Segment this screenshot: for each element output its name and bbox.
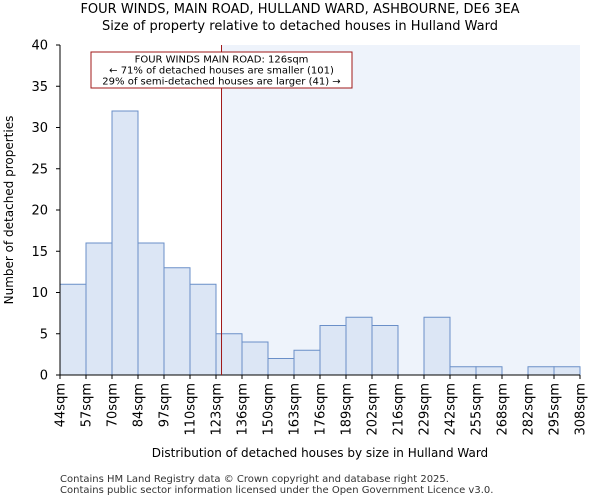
x-tick-label: 70sqm bbox=[106, 383, 121, 427]
chart-title-line1: FOUR WINDS, MAIN ROAD, HULLAND WARD, ASH… bbox=[80, 2, 520, 17]
x-tick-label: 123sqm bbox=[210, 383, 225, 436]
annotation-text-line3: 29% of semi-detached houses are larger (… bbox=[102, 77, 340, 88]
x-tick-label: 242sqm bbox=[444, 383, 459, 436]
y-tick-label: 5 bbox=[40, 327, 48, 342]
x-tick-label: 255sqm bbox=[470, 383, 485, 436]
x-tick-label: 268sqm bbox=[496, 383, 511, 436]
bar bbox=[527, 366, 555, 376]
y-tick-label: 10 bbox=[31, 286, 48, 301]
x-tick-label: 216sqm bbox=[392, 383, 407, 436]
x-tick-label: 295sqm bbox=[548, 383, 563, 436]
annotation-text-line1: FOUR WINDS MAIN ROAD: 126sqm bbox=[135, 55, 309, 66]
bar bbox=[111, 110, 139, 376]
y-tick-label: 40 bbox=[31, 39, 48, 54]
x-tick-label: 44sqm bbox=[54, 383, 69, 427]
y-tick-label: 20 bbox=[31, 204, 48, 219]
x-tick-label: 282sqm bbox=[522, 383, 537, 436]
y-tick-label: 15 bbox=[31, 245, 48, 260]
x-tick-label: 110sqm bbox=[184, 383, 199, 436]
x-tick-label: 229sqm bbox=[418, 383, 433, 436]
annotation-text-line2: ← 71% of detached houses are smaller (10… bbox=[109, 66, 334, 77]
bar bbox=[189, 283, 217, 376]
x-tick-label: 202sqm bbox=[366, 383, 381, 436]
bar bbox=[319, 325, 347, 376]
bar bbox=[449, 366, 477, 376]
bar bbox=[241, 341, 269, 376]
x-tick-label: 97sqm bbox=[158, 383, 173, 427]
y-tick-label: 0 bbox=[40, 369, 48, 384]
bar bbox=[59, 283, 87, 376]
x-tick-label: 150sqm bbox=[262, 383, 277, 436]
x-tick-label: 308sqm bbox=[574, 383, 589, 436]
x-tick-label: 136sqm bbox=[236, 383, 251, 436]
x-tick-label: 84sqm bbox=[132, 383, 147, 427]
x-tick-label: 163sqm bbox=[288, 383, 303, 436]
x-tick-label: 57sqm bbox=[80, 383, 95, 427]
footer-licence: Contains public sector information licen… bbox=[60, 485, 494, 496]
bar bbox=[345, 316, 373, 376]
x-axis-label: Distribution of detached houses by size … bbox=[152, 446, 488, 460]
bar bbox=[137, 242, 165, 376]
bar bbox=[423, 316, 451, 376]
y-tick-label: 25 bbox=[31, 162, 48, 177]
y-tick-label: 30 bbox=[31, 121, 48, 136]
chart-title-line2: Size of property relative to detached ho… bbox=[102, 19, 498, 34]
y-axis-label: Number of detached properties bbox=[2, 116, 16, 305]
x-tick-label: 176sqm bbox=[314, 383, 329, 436]
bar bbox=[215, 333, 243, 376]
y-tick-label: 35 bbox=[31, 80, 48, 95]
bar bbox=[85, 242, 113, 376]
bar bbox=[163, 267, 191, 376]
x-tick-label: 189sqm bbox=[340, 383, 355, 436]
bar bbox=[293, 349, 321, 376]
highlight-region bbox=[221, 45, 581, 375]
bar bbox=[553, 366, 581, 376]
bar bbox=[371, 325, 399, 376]
footer-copyright: Contains HM Land Registry data © Crown c… bbox=[60, 474, 449, 485]
bar bbox=[267, 358, 295, 376]
bar bbox=[475, 366, 503, 376]
annotation-box bbox=[90, 51, 353, 89]
